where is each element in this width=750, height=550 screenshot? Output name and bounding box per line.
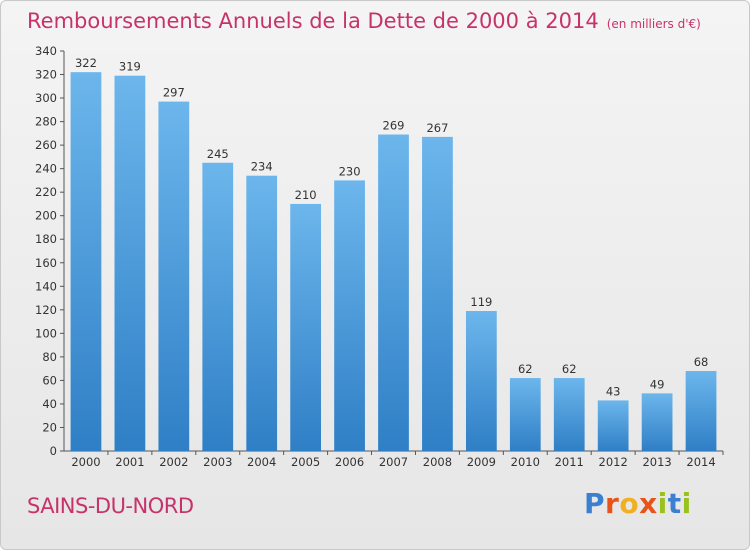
y-tick-label: 340 xyxy=(35,44,57,58)
x-tick-label: 2005 xyxy=(291,455,320,469)
bar-2005 xyxy=(290,203,322,451)
y-tick-label: 240 xyxy=(35,162,57,176)
y-tick-label: 120 xyxy=(35,303,57,317)
bar-2007 xyxy=(378,134,409,451)
x-tick-label: 2006 xyxy=(335,455,364,469)
chart-title-text: Remboursements Annuels de la Dette de 20… xyxy=(27,9,599,33)
chart-bars xyxy=(70,72,717,452)
y-tick-label: 200 xyxy=(35,209,57,223)
y-tick-label: 260 xyxy=(35,138,57,152)
x-tick-label: 2004 xyxy=(247,455,276,469)
y-tick-label: 60 xyxy=(42,373,57,387)
y-tick-label: 180 xyxy=(35,232,57,246)
chart-axes: 0 20 40 60 80 100 120 140 160 180 200 220 240 260 280 3… xyxy=(35,44,724,469)
chart-subtitle: (en milliers d'€) xyxy=(606,17,701,31)
data-label: 297 xyxy=(163,86,185,100)
data-label: 49 xyxy=(650,377,665,391)
data-label: 43 xyxy=(606,384,621,398)
x-tick-label: 2010 xyxy=(511,455,540,469)
y-tick-label: 40 xyxy=(42,397,57,411)
y-tick-label: 280 xyxy=(35,115,57,129)
y-tick-label: 160 xyxy=(35,256,57,270)
x-tick-label: 2013 xyxy=(642,455,671,469)
chart-value-labels: 322 319 297 245 234 210 230 269 267 119 62 62 43 49 68 xyxy=(75,56,708,398)
data-label: 68 xyxy=(694,355,709,369)
bar-2013 xyxy=(641,393,673,451)
bar-2009 xyxy=(465,311,497,451)
data-label: 62 xyxy=(562,362,577,376)
bar-2000 xyxy=(70,72,102,452)
y-tick-label: 320 xyxy=(35,68,57,82)
bar-2010 xyxy=(509,378,541,451)
y-tick-label: 220 xyxy=(35,185,57,199)
data-label: 62 xyxy=(518,362,533,376)
bar-2001 xyxy=(114,75,146,452)
bar-2011 xyxy=(553,378,585,451)
data-label: 230 xyxy=(339,164,361,178)
bar-2008 xyxy=(422,136,453,451)
x-tick-label: 2011 xyxy=(555,455,584,469)
x-tick-label: 2001 xyxy=(115,455,144,469)
bar-2014 xyxy=(685,371,717,451)
data-label: 319 xyxy=(119,60,141,74)
city-name: SAINS-DU-NORD xyxy=(27,494,194,518)
x-tick-label: 2007 xyxy=(379,455,408,469)
y-tick-label: 0 xyxy=(50,444,57,458)
proxiti-logo[interactable]: Proxiti xyxy=(584,487,692,520)
chart-title: Remboursements Annuels de la Dette de 20… xyxy=(27,9,701,33)
y-tick-label: 80 xyxy=(42,350,57,364)
bar-2004 xyxy=(246,175,278,452)
x-tick-label: 2002 xyxy=(159,455,188,469)
x-tick-label: 2009 xyxy=(467,455,496,469)
bar-2003 xyxy=(202,162,234,451)
y-tick-label: 300 xyxy=(35,91,57,105)
data-label: 119 xyxy=(470,295,492,309)
data-label: 269 xyxy=(383,119,405,133)
data-label: 322 xyxy=(75,56,97,70)
x-tick-label: 2000 xyxy=(71,455,100,469)
data-label: 210 xyxy=(295,188,317,202)
x-tick-label: 2008 xyxy=(423,455,452,469)
x-tick-label: 2012 xyxy=(599,455,628,469)
bar-2012 xyxy=(597,400,629,451)
x-tick-label: 2003 xyxy=(203,455,232,469)
y-tick-label: 20 xyxy=(42,420,57,434)
bar-2002 xyxy=(158,101,190,452)
bar-2006 xyxy=(334,180,365,452)
data-label: 234 xyxy=(251,160,273,174)
y-tick-label: 100 xyxy=(35,326,57,340)
y-tick-label: 140 xyxy=(35,279,57,293)
data-label: 267 xyxy=(426,121,448,135)
data-label: 245 xyxy=(207,147,229,161)
x-tick-label: 2014 xyxy=(686,455,715,469)
